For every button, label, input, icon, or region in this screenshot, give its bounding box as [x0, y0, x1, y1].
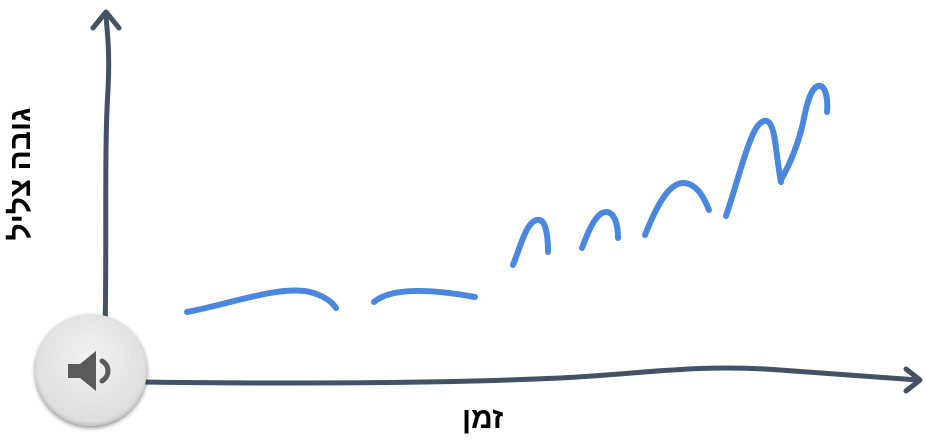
pitch-segment-7 [779, 82, 831, 181]
x-axis-label: זמן [462, 402, 504, 435]
play-sound-button[interactable] [35, 314, 147, 426]
pitch-segment-1 [184, 287, 339, 315]
pitch-segment-5 [642, 180, 712, 238]
y-axis [102, 13, 112, 333]
pitch-segment-3 [510, 216, 551, 268]
speaker-icon [68, 351, 111, 391]
y-axis-label: גובה צליל [4, 107, 37, 241]
x-axis [137, 365, 921, 386]
pitch-segment-4 [579, 209, 621, 251]
x-axis-arrowhead [903, 366, 923, 394]
pitch-segment-6 [723, 117, 784, 219]
pitch-segment-2 [371, 288, 478, 305]
y-axis-arrowhead [90, 9, 122, 31]
